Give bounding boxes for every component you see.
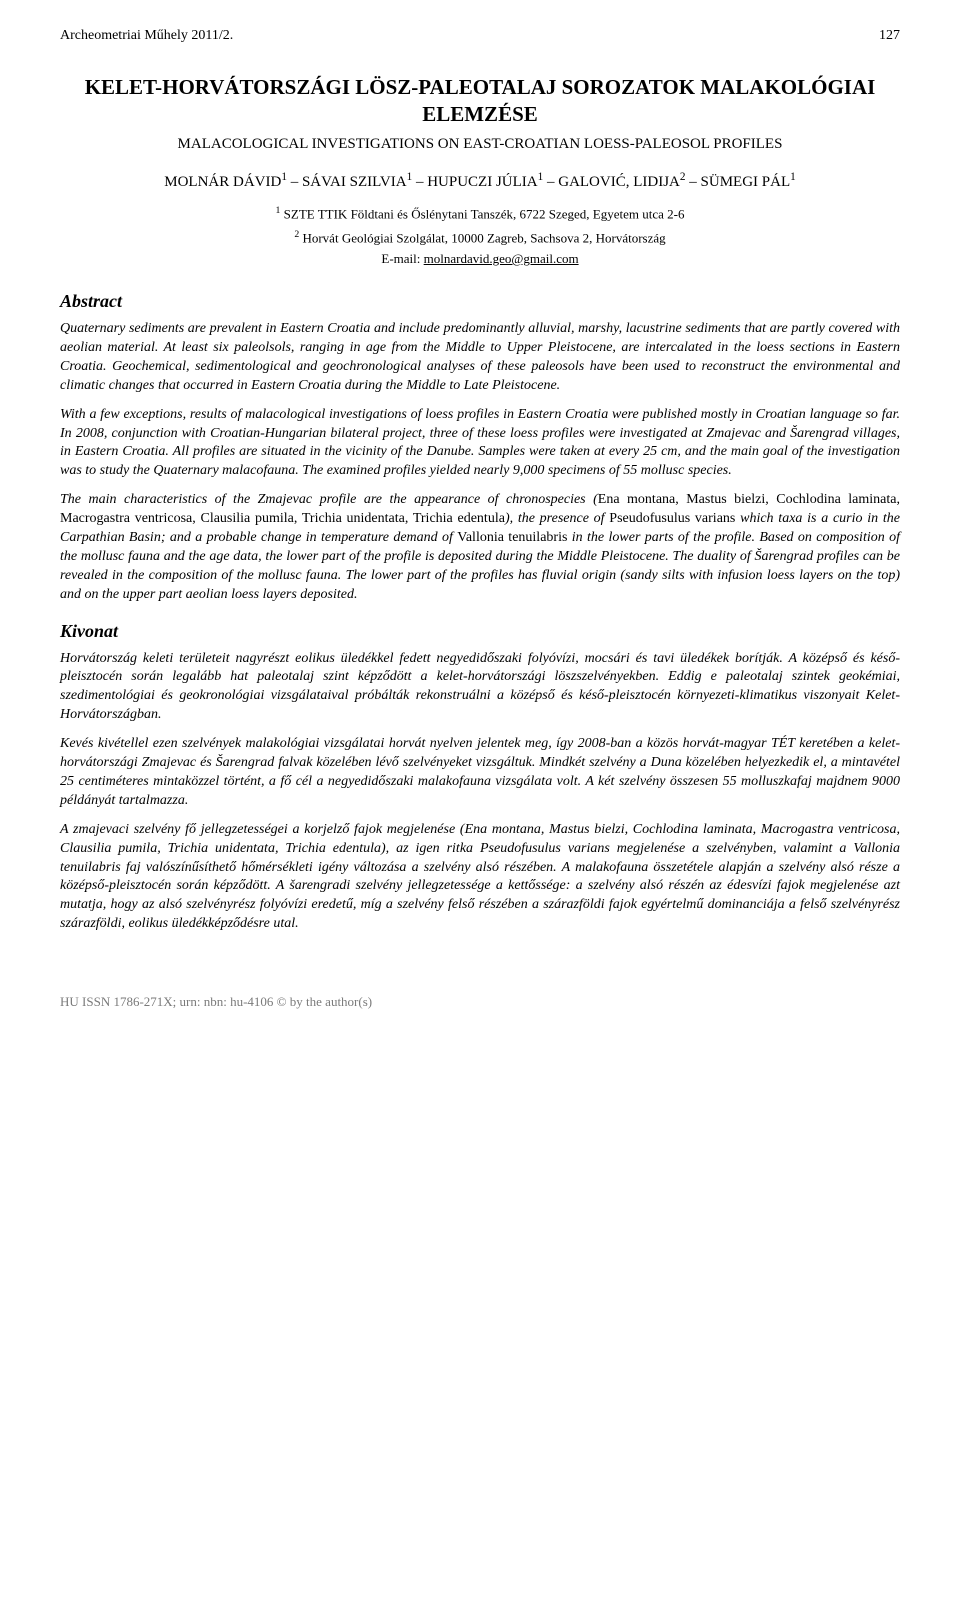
email-label: E-mail: (381, 251, 423, 266)
email-link[interactable]: molnardavid.geo@gmail.com (424, 251, 579, 266)
article-subtitle: MALACOLOGICAL INVESTIGATIONS ON EAST-CRO… (60, 135, 900, 155)
abstract-para-1: Quaternary sediments are prevalent in Ea… (60, 320, 900, 396)
page-number: 127 (879, 28, 900, 44)
footer-issn: HU ISSN 1786-271X; urn: nbn: hu-4106 © b… (60, 994, 900, 1010)
kivonat-para-1: Horvátország keleti területeit nagyrészt… (60, 650, 900, 726)
kivonat-para-3: A zmajevaci szelvény fő jellegzetességei… (60, 821, 900, 934)
kivonat-heading: Kivonat (60, 621, 900, 642)
kivonat-para-2: Kevés kivétellel ezen szelvények malakol… (60, 735, 900, 811)
abstract-para-3: The main characteristics of the Zmajevac… (60, 491, 900, 604)
abstract-para-2: With a few exceptions, results of malaco… (60, 406, 900, 482)
article-title: KELET-HORVÁTORSZÁGI LÖSZ-PALEOTALAJ SORO… (60, 74, 900, 129)
email-line: E-mail: molnardavid.geo@gmail.com (60, 251, 900, 267)
abstract-heading: Abstract (60, 291, 900, 312)
affiliation-1: 1 SZTE TTIK Földtani és Őslénytani Tansz… (60, 204, 900, 224)
running-header: Archeometriai Műhely 2011/2. 127 (60, 28, 900, 44)
authors-list: MOLNÁR DÁVID1 – SÁVAI SZILVIA1 – HUPUCZI… (60, 168, 900, 194)
affiliation-2: 2 Horvát Geológiai Szolgálat, 10000 Zagr… (60, 228, 900, 248)
journal-name: Archeometriai Műhely 2011/2. (60, 28, 233, 44)
